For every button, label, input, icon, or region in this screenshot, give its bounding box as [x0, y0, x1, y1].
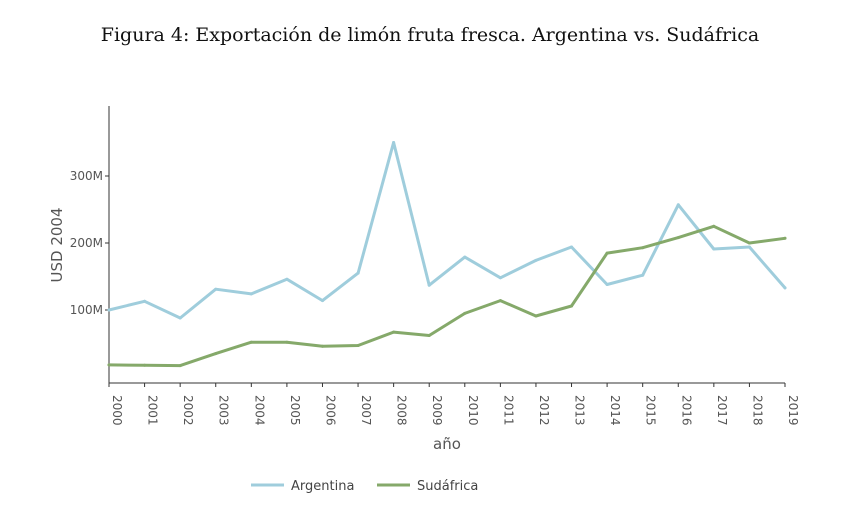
- data-point-argentina: [783, 286, 787, 290]
- data-point-argentina: [392, 141, 396, 144]
- data-point-argentina: [747, 245, 751, 249]
- data-point-argentina: [676, 203, 680, 207]
- x-tick-label: 2015: [644, 395, 658, 426]
- y-axis-title: USD 2004: [48, 208, 66, 283]
- series-line-sudafrica: [107, 224, 787, 368]
- data-point-argentina: [249, 292, 253, 296]
- chart-legend: Argentina Sudáfrica: [251, 479, 478, 494]
- data-point-sudafrica: [463, 311, 467, 315]
- x-tick-label: 2001: [146, 395, 160, 426]
- data-point-argentina: [570, 245, 573, 249]
- data-point-sudafrica: [641, 246, 645, 250]
- data-point-sudafrica: [214, 352, 218, 356]
- y-tick-label: 100M: [70, 303, 103, 317]
- x-tick-label: 2019: [786, 395, 800, 426]
- x-tick-label: 2003: [217, 395, 231, 426]
- data-point-sudafrica: [392, 330, 396, 334]
- x-axis-title: año: [433, 435, 461, 453]
- data-point-sudafrica: [534, 314, 538, 318]
- data-point-sudafrica: [783, 236, 787, 240]
- data-point-sudafrica: [249, 340, 253, 344]
- data-point-sudafrica: [285, 340, 289, 344]
- x-tick-label: 2010: [466, 395, 480, 426]
- x-tick-label: 2018: [750, 395, 764, 426]
- data-point-argentina: [641, 273, 645, 277]
- data-point-sudafrica: [356, 344, 360, 347]
- data-point-argentina: [498, 276, 502, 280]
- data-point-sudafrica: [498, 299, 502, 303]
- x-tick-label: 2013: [573, 395, 587, 426]
- data-point-sudafrica: [321, 344, 324, 348]
- data-point-sudafrica: [712, 224, 716, 228]
- x-tick-label: 2006: [323, 395, 337, 426]
- data-point-argentina: [107, 308, 111, 312]
- data-point-sudafrica: [676, 236, 680, 240]
- x-tick-label: 2002: [181, 395, 195, 426]
- data-point-sudafrica: [143, 363, 147, 367]
- chart-axes: 100M 200M 300M 2000 2001 2002 2003 2004 2005 2006…: [48, 106, 800, 453]
- data-point-sudafrica: [427, 334, 431, 337]
- data-point-argentina: [534, 258, 538, 262]
- data-point-argentina: [143, 299, 147, 303]
- x-tick-label: 2014: [608, 395, 622, 426]
- data-point-argentina: [356, 271, 360, 275]
- legend-label-sudafrica: Sudáfrica: [417, 479, 478, 494]
- series-line-argentina: [107, 141, 787, 320]
- x-tick-label: 2000: [110, 395, 124, 426]
- legend-label-argentina: Argentina: [291, 479, 354, 494]
- data-point-argentina: [214, 287, 218, 291]
- x-tick-label: 2005: [288, 395, 302, 426]
- data-point-sudafrica: [605, 251, 609, 255]
- data-point-sudafrica: [570, 304, 573, 308]
- data-point-sudafrica: [178, 364, 182, 368]
- y-tick-label: 300M: [70, 169, 103, 183]
- data-point-argentina: [285, 277, 289, 281]
- chart-series: [107, 141, 787, 368]
- x-tick-label: 2012: [537, 395, 551, 426]
- data-point-argentina: [321, 299, 324, 303]
- data-point-sudafrica: [747, 241, 751, 245]
- data-point-argentina: [605, 283, 609, 286]
- x-tick-label: 2011: [501, 395, 515, 426]
- x-tick-label: 2007: [359, 395, 373, 426]
- data-point-argentina: [178, 316, 182, 320]
- y-tick-label: 200M: [70, 236, 103, 250]
- data-point-sudafrica: [107, 363, 111, 367]
- figure-caption: Figura 4: Exportación de limón fruta fre…: [100, 24, 760, 46]
- data-point-argentina: [463, 255, 467, 259]
- x-tick-label: 2017: [715, 395, 729, 426]
- x-tick-label: 2008: [395, 395, 409, 426]
- x-tick-label: 2004: [252, 395, 266, 426]
- data-point-argentina: [427, 283, 431, 287]
- data-point-argentina: [712, 247, 716, 251]
- x-tick-label: 2016: [679, 395, 693, 426]
- x-tick-label: 2009: [430, 395, 444, 426]
